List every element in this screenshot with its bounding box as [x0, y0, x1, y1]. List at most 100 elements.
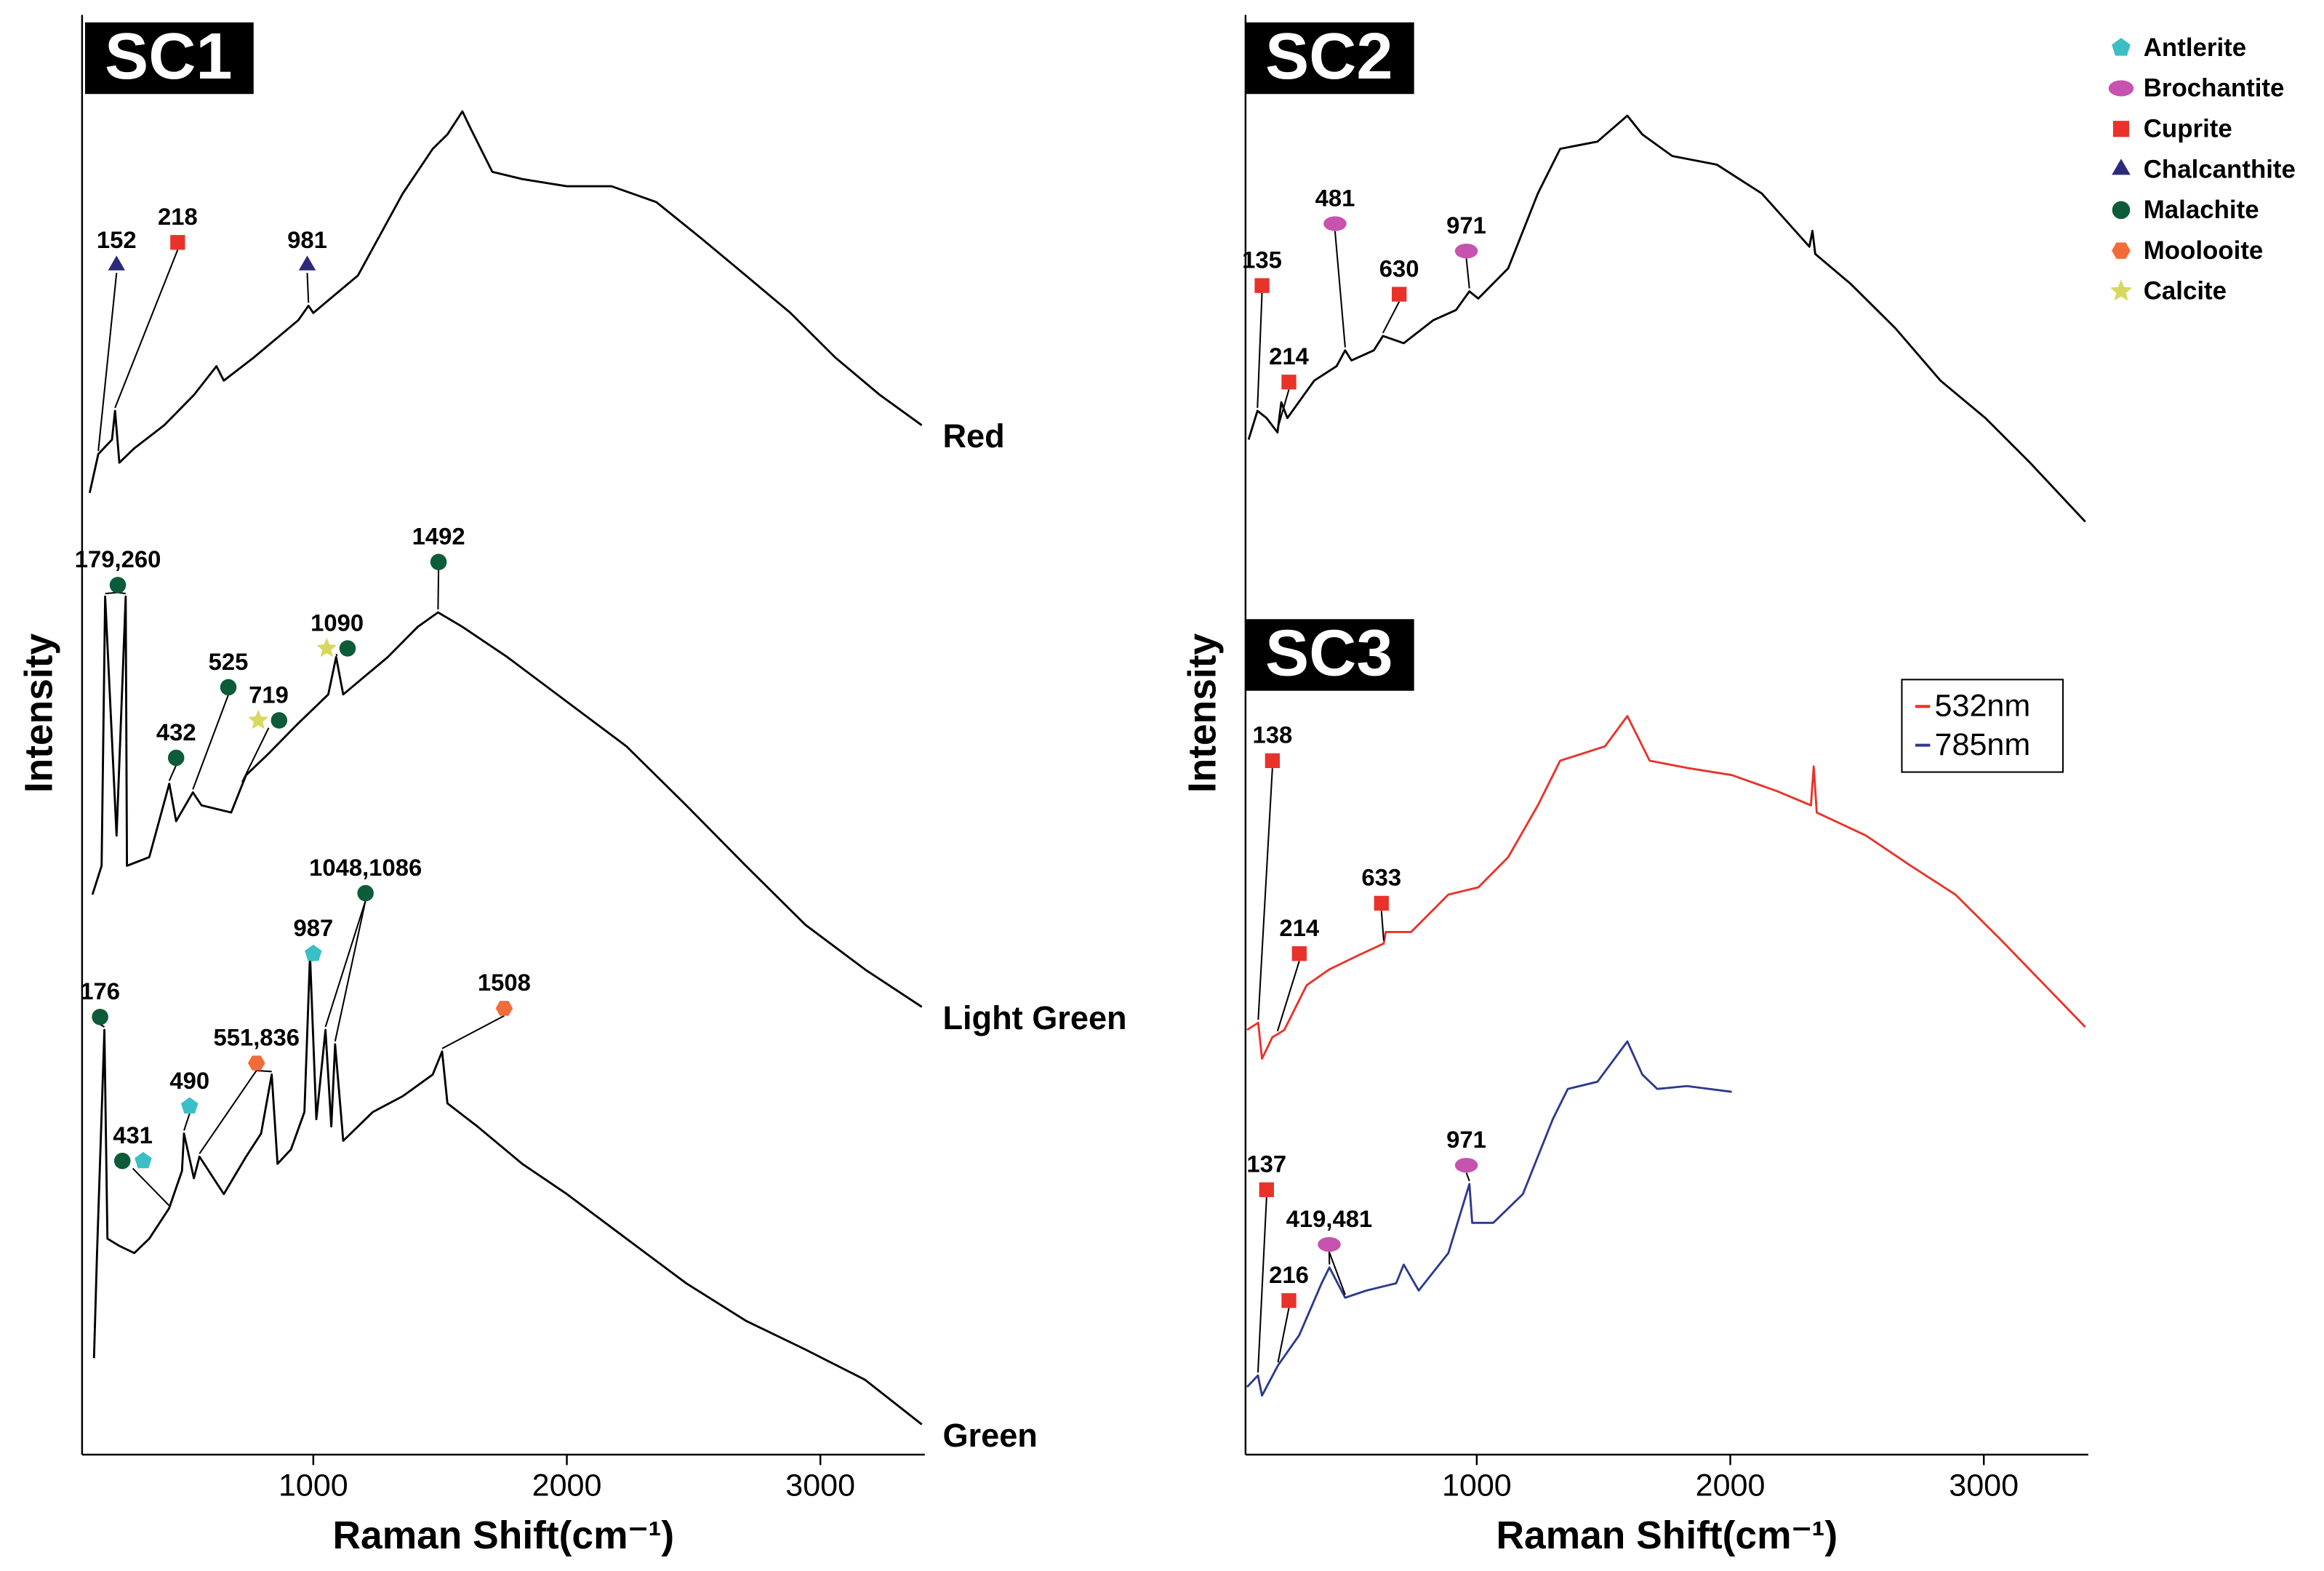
peak-label: 216	[1269, 1261, 1309, 1288]
leader-line	[1382, 301, 1401, 334]
legend-label: Brochantite	[2144, 74, 2285, 103]
peak-label: 419,481	[1286, 1205, 1373, 1232]
leader-line	[183, 1113, 191, 1131]
legend-box	[1901, 679, 2064, 773]
legend-marker	[2109, 279, 2133, 301]
spectrum-line	[1246, 715, 2086, 1060]
x-tick-label: 2000	[532, 1468, 602, 1503]
peak-label: 1048,1086	[309, 854, 422, 881]
peak-label: 719	[249, 681, 289, 708]
peak-marker	[1265, 753, 1280, 769]
peak-marker	[1323, 216, 1347, 231]
x-tick-label: 1000	[279, 1468, 348, 1503]
peak-marker	[92, 1008, 108, 1026]
peak-label: 431	[113, 1122, 153, 1148]
leader-line	[97, 273, 118, 452]
peak-label: 551,836	[213, 1023, 300, 1050]
leader-line	[1257, 768, 1273, 1020]
peak-marker	[1392, 287, 1407, 302]
peak-label: 490	[169, 1067, 209, 1094]
y-axis-label: Intensity	[1182, 633, 1225, 794]
peak-marker	[357, 884, 374, 902]
peak-label: 981	[287, 226, 327, 253]
legend-marker	[2112, 242, 2131, 259]
peak-marker	[113, 1152, 131, 1170]
panel-label-box	[1245, 619, 1414, 691]
leader-line	[324, 900, 366, 1028]
leader-line	[1328, 1251, 1346, 1295]
panel-label: SC2	[1265, 20, 1393, 93]
peak-label: 176	[80, 978, 120, 1004]
peak-label: 137	[1246, 1151, 1286, 1178]
peak-label: 633	[1361, 864, 1401, 891]
legend-label: Chalcanthite	[2144, 155, 2296, 183]
peak-marker	[167, 749, 185, 767]
x-tick-label: 3000	[1949, 1468, 2019, 1503]
peak-label: 525	[209, 648, 249, 675]
leader-line	[334, 900, 366, 1042]
peak-marker	[247, 1055, 265, 1071]
peak-marker	[430, 553, 447, 570]
leader-line	[306, 273, 310, 303]
spectrum-line	[88, 110, 923, 494]
legend-label: 532nm	[1935, 689, 2031, 724]
legend-marker	[2112, 121, 2130, 137]
panel-label: SC3	[1265, 616, 1393, 689]
leader-line	[335, 653, 338, 657]
peak-marker	[1454, 243, 1478, 259]
x-axis-label: Raman Shift(cm⁻¹)	[333, 1514, 675, 1557]
peak-marker	[271, 712, 288, 729]
peak-marker	[1254, 278, 1270, 293]
peak-label: 138	[1252, 721, 1292, 748]
leader-line	[241, 727, 270, 783]
legend-marker	[2112, 201, 2131, 220]
series-end-label: Red	[942, 417, 1004, 455]
peak-label: 214	[1279, 914, 1319, 941]
x-tick-label: 2000	[1696, 1468, 1766, 1503]
leader-line	[114, 249, 179, 409]
legend-marker	[2108, 80, 2134, 97]
peak-marker	[305, 944, 322, 962]
peak-label: 135	[1242, 247, 1282, 273]
peak-label: 179,260	[75, 545, 161, 572]
leader-line	[132, 1167, 170, 1207]
peak-label: 432	[156, 719, 196, 745]
leader-line	[1465, 1172, 1470, 1182]
peak-marker	[109, 577, 127, 593]
peak-marker	[180, 1097, 199, 1114]
panel-label-box	[84, 22, 254, 95]
series-end-label: Light Green	[942, 999, 1126, 1036]
peak-label: 1492	[412, 523, 465, 550]
peak-marker	[108, 255, 126, 271]
legend-marker	[2112, 38, 2131, 56]
peak-marker	[339, 640, 356, 657]
leader-line	[1465, 258, 1470, 289]
peak-marker	[495, 1001, 513, 1016]
series-end-label: Green	[942, 1417, 1037, 1454]
peak-marker	[220, 679, 237, 696]
peak-label: 214	[1269, 343, 1309, 369]
leader-line	[1276, 961, 1300, 1032]
peak-marker	[1281, 375, 1297, 390]
peak-label: 987	[293, 914, 333, 941]
y-axis-label: Intensity	[18, 633, 61, 794]
panel-label-box	[1245, 22, 1414, 95]
panel-label: SC1	[105, 20, 233, 93]
leader-line	[1380, 911, 1385, 941]
legend-marker	[2112, 159, 2131, 175]
spectrum-line	[1246, 1040, 1732, 1397]
peak-marker	[316, 637, 337, 657]
peak-label: 152	[97, 226, 137, 253]
peak-marker	[1374, 895, 1389, 911]
peak-marker	[135, 1151, 152, 1169]
leader-line	[1276, 389, 1290, 430]
leader-line	[199, 1070, 257, 1154]
peak-label: 481	[1315, 184, 1355, 211]
peak-marker	[170, 235, 185, 250]
leader-line	[1334, 231, 1346, 348]
peak-label: 1090	[310, 609, 364, 636]
peak-marker	[1454, 1157, 1478, 1173]
peak-label: 1508	[478, 969, 531, 996]
